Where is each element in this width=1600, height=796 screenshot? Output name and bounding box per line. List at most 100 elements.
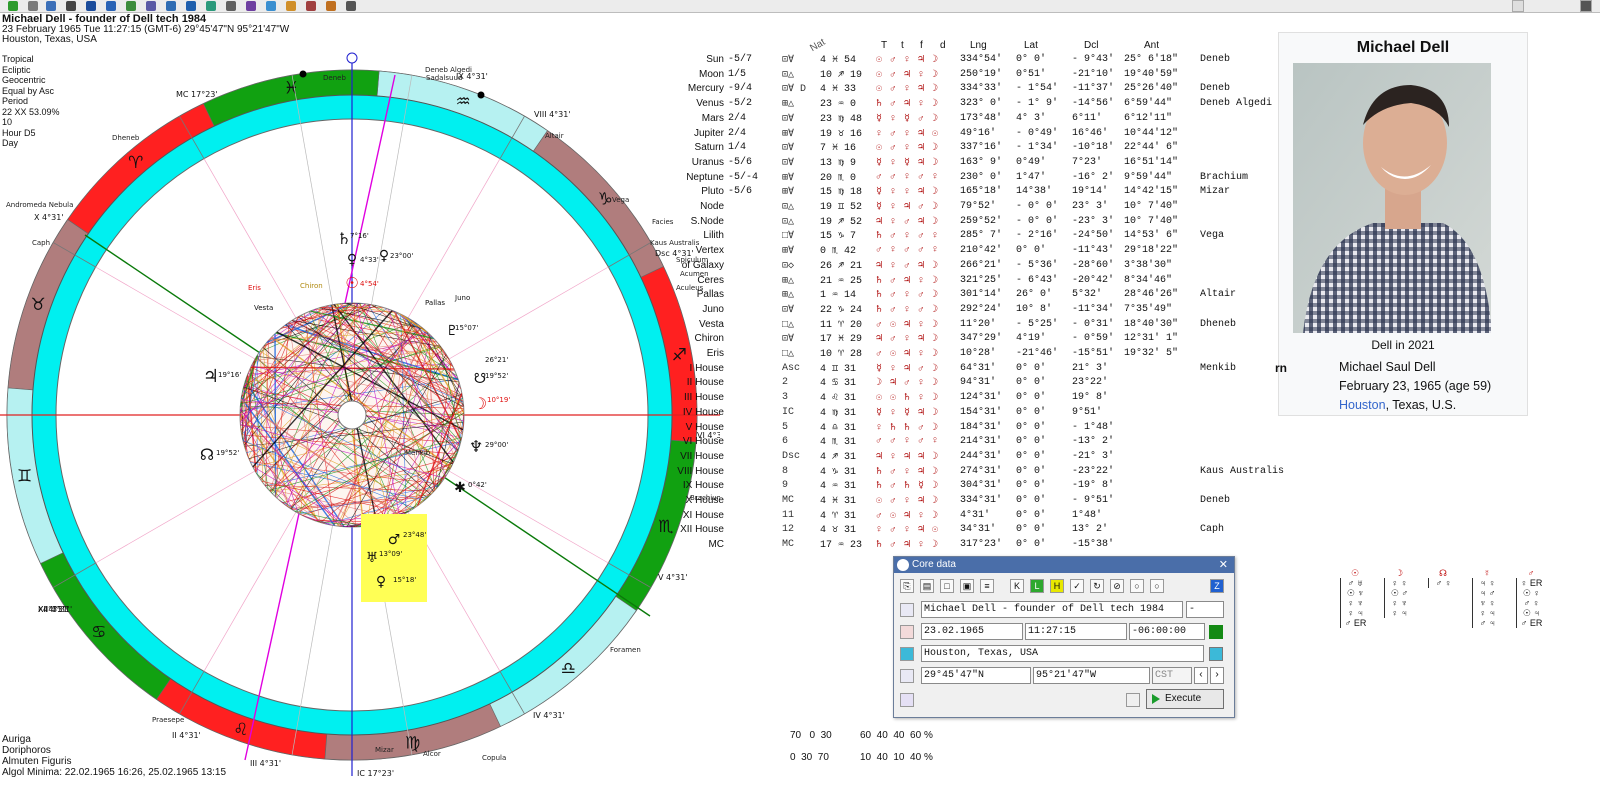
location-icon[interactable]: L: [1030, 579, 1044, 593]
cell-nat: 1 ♒ 14: [820, 290, 857, 302]
cell-ant: 10°44'12": [1124, 127, 1179, 139]
cell-lng: 323° 0': [960, 98, 1003, 110]
toolbar-icon-3[interactable]: [46, 1, 56, 11]
copy-data-icon[interactable]: [1126, 693, 1140, 707]
cell-lng: 317°23': [960, 539, 1003, 551]
next-button[interactable]: ›: [1210, 667, 1224, 684]
paste-icon[interactable]: ▤: [920, 579, 934, 593]
planet-degree-label: 19°52': [216, 449, 239, 457]
hamburg-icon[interactable]: H: [1050, 579, 1064, 593]
options-icon[interactable]: [900, 693, 914, 707]
marker-dot: [477, 91, 485, 99]
cell-dig: ♄♂♀♂☽: [876, 304, 947, 316]
window-scroll-button[interactable]: [1512, 0, 1524, 12]
date-field[interactable]: 23.02.1965: [921, 623, 1023, 640]
aspect-line: [385, 308, 456, 459]
app-logo-icon: [897, 559, 909, 571]
zoom-icon[interactable]: Z: [1210, 579, 1224, 593]
cell-sym: ⊡◇: [782, 260, 795, 272]
cell-nat: 4 ♊ 31: [820, 363, 857, 375]
prev-button[interactable]: ‹: [1194, 667, 1208, 684]
toolbar-icon-10[interactable]: [186, 1, 196, 11]
aspect-line: [262, 303, 338, 349]
map-button[interactable]: [1209, 647, 1223, 661]
timezone-field[interactable]: -06:00:00: [1129, 623, 1205, 640]
aspect-line: [304, 515, 333, 526]
aspect-line: [241, 374, 248, 394]
aspect-line: [320, 307, 464, 417]
close-icon[interactable]: ✕: [1218, 559, 1228, 571]
check-icon[interactable]: ✓: [1070, 579, 1084, 593]
aspect-grid-line: ♀ ♃: [1340, 608, 1370, 618]
calendar-icon[interactable]: [900, 625, 914, 639]
cell-star: Menkib: [1200, 362, 1237, 374]
gender-select[interactable]: -: [1186, 601, 1224, 618]
cell-lng: 49°16': [960, 127, 997, 139]
toolbar-icon-17[interactable]: [326, 1, 336, 11]
refresh-icon[interactable]: ↻: [1090, 579, 1104, 593]
toolbar-icon-16[interactable]: [306, 1, 316, 11]
cell-lat: 0° 0': [1016, 392, 1047, 404]
aspect-grid-line: ☉ ♆: [1340, 588, 1370, 598]
save-icon[interactable]: ▣: [960, 579, 974, 593]
time-field[interactable]: 11:27:15: [1025, 623, 1127, 640]
zone-abbrev-field[interactable]: CST: [1152, 667, 1192, 684]
toolbar-icon-18[interactable]: [346, 1, 356, 11]
planet-glyph: ☊: [200, 445, 214, 464]
cell-lat: 0° 0': [1016, 406, 1047, 418]
star-label: Vega: [612, 196, 629, 204]
houston-link[interactable]: Houston: [1339, 398, 1386, 412]
house-inner-line: [203, 511, 297, 672]
aspect-line: [383, 316, 407, 523]
aspect-line: [458, 413, 464, 450]
copy-icon[interactable]: ⎘: [900, 579, 914, 593]
window-close-button[interactable]: [1580, 0, 1592, 12]
toolbar-icon-1[interactable]: [8, 1, 18, 11]
cell-nat: 13 ♍ 9: [820, 157, 857, 169]
cell-name: S.Node: [690, 215, 724, 227]
dst-toggle[interactable]: [1209, 625, 1223, 639]
execute-button[interactable]: Execute: [1146, 689, 1224, 709]
stats-row-2: 0 30 70: [790, 752, 829, 763]
cell-nat: 19 ♊ 52: [820, 202, 863, 213]
name-field[interactable]: Michael Dell - founder of Dell tech 1984: [921, 601, 1183, 618]
list-icon[interactable]: ≡: [980, 579, 994, 593]
setting-line: Geocentric: [2, 75, 46, 85]
key-icon[interactable]: K: [1010, 579, 1024, 593]
toolbar-icon-4[interactable]: [66, 1, 76, 11]
toolbar-icon-7[interactable]: [126, 1, 136, 11]
cell-sym: ⊡∀: [782, 113, 795, 125]
toolbar-icon-8[interactable]: [146, 1, 156, 11]
toolbar-icon-11[interactable]: [206, 1, 216, 11]
toolbar-icon-12[interactable]: [226, 1, 236, 11]
cell-lat: 0° 0': [1016, 377, 1047, 389]
chart-wheel[interactable]: ♈ ♉ ♊ ♋ ♌ ♍ ♎ ♏ ♐ ♑ ♒ ♓ I 4°31' II 4°31' III 4°31' IC …: [0, 40, 720, 796]
cancel-icon[interactable]: ⊘: [1110, 579, 1124, 593]
aspect-line: [282, 456, 456, 504]
dialog-titlebar[interactable]: Core data ✕: [894, 557, 1234, 573]
cell-score: -5/-4: [728, 171, 759, 183]
toolbar-icon-14[interactable]: [266, 1, 276, 11]
coordinates-icon[interactable]: [900, 669, 914, 683]
planet-degree-label: 23°00': [390, 252, 413, 260]
toolbar-icon-6[interactable]: [106, 1, 116, 11]
cell-name: II House: [686, 377, 724, 389]
toolbar-icon-2[interactable]: [28, 1, 38, 11]
toolbar-icon-13[interactable]: [246, 1, 256, 11]
latitude-field[interactable]: 29°45'47"N: [921, 667, 1031, 684]
radio-2-icon[interactable]: ○: [1150, 579, 1164, 593]
cell-dig: ♄♂♀♂♀: [876, 231, 947, 243]
place-field[interactable]: Houston, Texas, USA: [921, 645, 1204, 662]
cell-dcl: 21° 3': [1072, 362, 1109, 374]
longitude-field[interactable]: 95°21'47"W: [1033, 667, 1150, 684]
aspect-grid-line: ☉ ♃: [1516, 608, 1546, 618]
new-icon[interactable]: □: [940, 579, 954, 593]
toolbar-icon-15[interactable]: [286, 1, 296, 11]
person-icon[interactable]: [900, 603, 914, 617]
globe-icon[interactable]: [900, 647, 914, 661]
toolbar-icon-5[interactable]: [86, 1, 96, 11]
cell-dig: ☿♀♃♂☽: [876, 363, 947, 375]
radio-1-icon[interactable]: ○: [1130, 579, 1144, 593]
toolbar-icon-9[interactable]: [166, 1, 176, 11]
planet-degree-label: 4°33': [360, 256, 379, 264]
